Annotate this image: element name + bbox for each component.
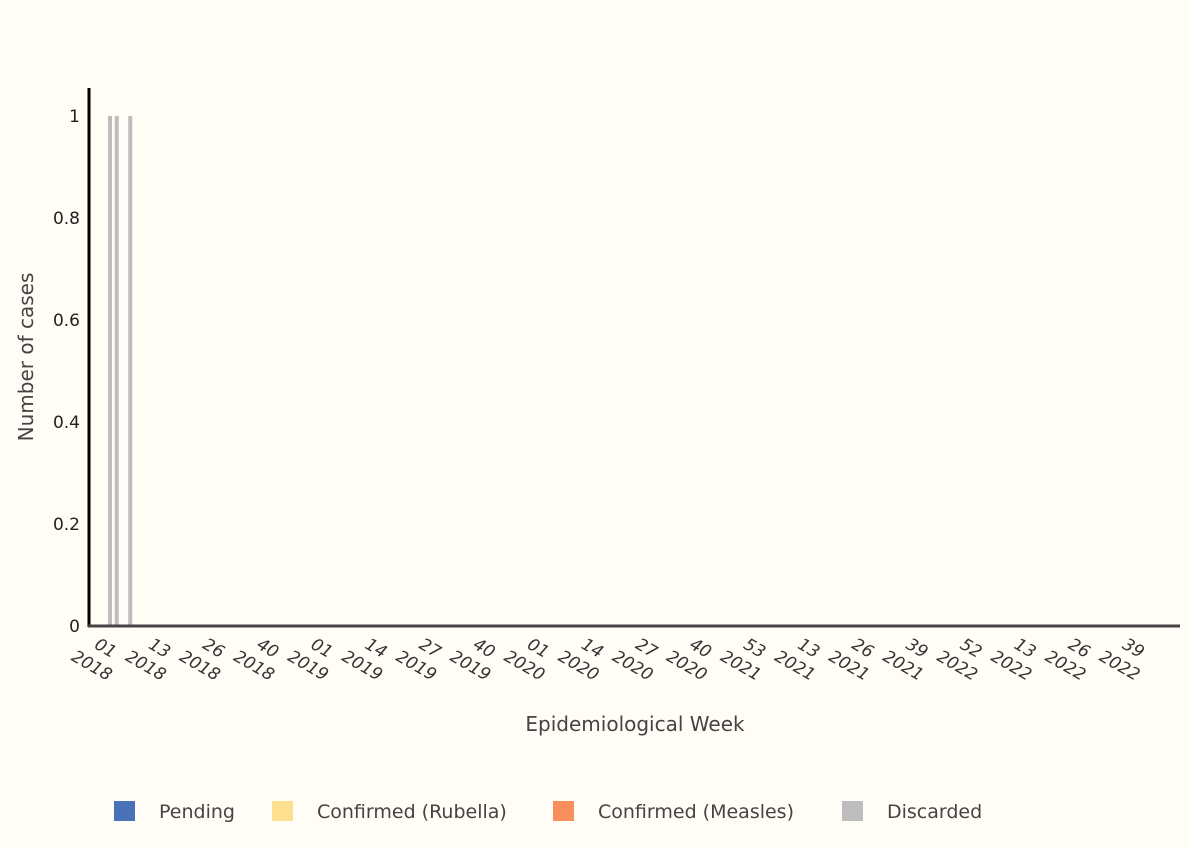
bar-discarded[interactable] <box>108 116 112 626</box>
bar-discarded[interactable] <box>128 116 132 626</box>
legend-swatch <box>114 801 135 821</box>
legend-label: Confirmed (Measles) <box>598 801 794 823</box>
y-tick-label: 0.6 <box>53 311 80 331</box>
y-ticks-layer: 0 0.2 0.4 0.6 0.8 1 <box>53 107 80 637</box>
legend-swatch <box>272 801 293 821</box>
legend-item[interactable]: Pending <box>114 801 235 823</box>
legend: Pending Confirmed (Rubella) Confirmed (Mea… <box>114 801 982 823</box>
legend-item[interactable]: Confirmed (Rubella) <box>272 801 507 823</box>
legend-swatch <box>553 801 574 821</box>
y-tick-label: 0.4 <box>53 413 80 433</box>
y-tick-label: 0 <box>69 617 80 637</box>
y-axis-title: Number of cases <box>14 273 38 442</box>
y-tick-label: 1 <box>69 107 80 127</box>
legend-label: Pending <box>159 801 235 823</box>
legend-item[interactable]: Discarded <box>842 801 982 823</box>
bars-layer <box>108 116 132 626</box>
x-axis-title: Epidemiological Week <box>525 712 745 736</box>
legend-label: Discarded <box>887 801 982 823</box>
legend-swatch <box>842 801 863 821</box>
legend-item[interactable]: Confirmed (Measles) <box>553 801 794 823</box>
bar-discarded[interactable] <box>115 116 119 626</box>
y-tick-label: 0.2 <box>53 515 80 535</box>
legend-label: Confirmed (Rubella) <box>317 801 507 823</box>
y-tick-label: 0.8 <box>53 209 80 229</box>
axes-layer <box>88 88 1180 627</box>
